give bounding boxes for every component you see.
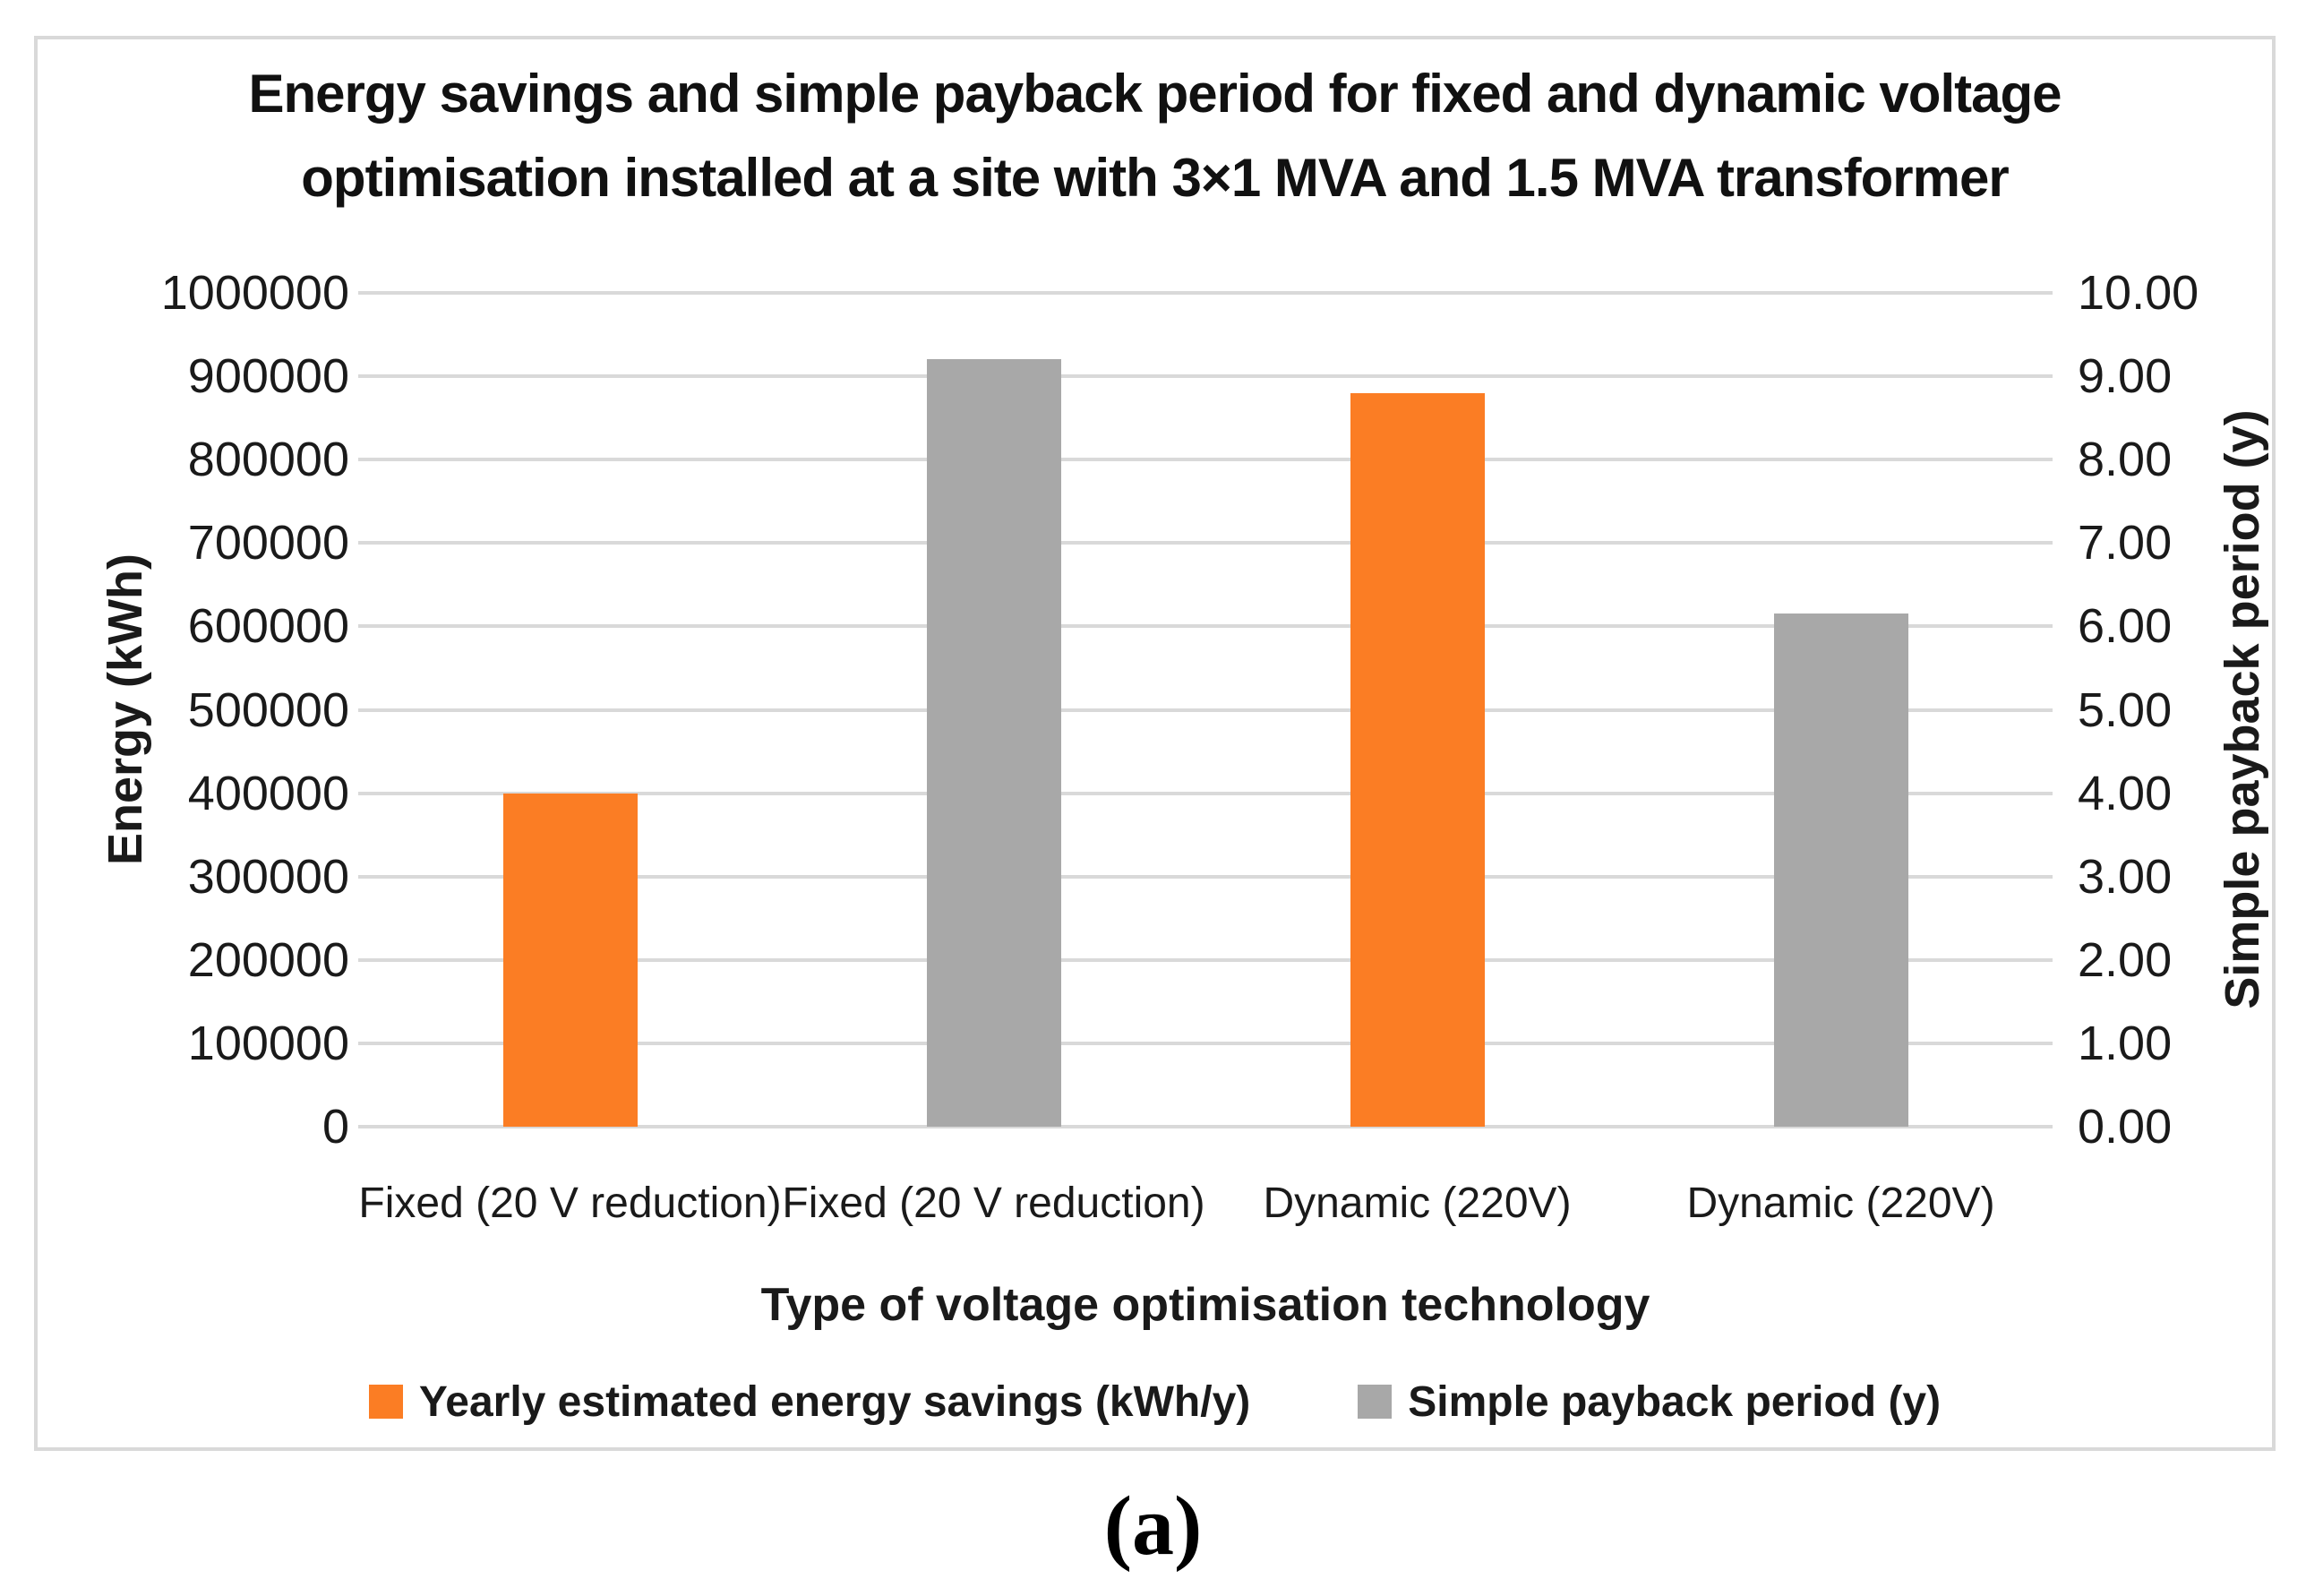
bar-payback-2	[926, 359, 1061, 1127]
legend-item-payback-period: Simple payback period (y)	[1358, 1377, 1941, 1427]
gridline	[358, 458, 2053, 462]
left-axis-tick-label: 100000	[187, 1016, 349, 1070]
right-axis-tick-label: 0.00	[2078, 1100, 2173, 1154]
left-axis-tick-label: 300000	[187, 849, 349, 904]
gridline	[358, 541, 2053, 545]
left-axis-tick-label: 800000	[187, 433, 349, 487]
right-axis-tick-label: 1.00	[2078, 1016, 2173, 1070]
gridline	[358, 1125, 2053, 1128]
left-axis-tick-labels: 1000000 900000 800000 700000 600000 500000 400…	[64, 269, 349, 1151]
x-axis-category-label: Fixed (20 V reduction)	[358, 1180, 782, 1227]
gridline	[358, 791, 2053, 795]
bar-payback-4	[1773, 614, 1908, 1127]
bar-energy-3	[1350, 392, 1485, 1127]
legend-item-energy-savings: Yearly estimated energy savings (kWh/y)	[368, 1377, 1251, 1427]
left-axis-tick-label: 600000	[187, 599, 349, 654]
legend-swatch-icon	[368, 1385, 403, 1419]
chart-title: Energy savings and simple payback period…	[38, 52, 2272, 220]
left-axis-tick-label: 1000000	[160, 266, 349, 320]
right-axis-tick-label: 9.00	[2078, 349, 2173, 404]
gridline	[358, 374, 2053, 379]
left-axis-tick-label: 400000	[187, 766, 349, 820]
plot-area	[358, 291, 2053, 1128]
right-axis-tick-label: 7.00	[2078, 516, 2173, 571]
legend-swatch-icon	[1358, 1385, 1393, 1419]
left-axis-tick-label: 500000	[187, 682, 349, 737]
right-axis-tick-label: 6.00	[2078, 599, 2173, 654]
right-axis-tick-label: 8.00	[2078, 433, 2173, 487]
legend: Yearly estimated energy savings (kWh/y) S…	[38, 1377, 2272, 1427]
right-axis-tick-label: 10.00	[2078, 266, 2199, 320]
left-axis-tick-label: 0	[321, 1100, 349, 1154]
gridline	[358, 874, 2053, 879]
gridline	[358, 708, 2053, 712]
right-axis-tick-label: 3.00	[2078, 849, 2173, 904]
gridline	[358, 957, 2053, 962]
left-axis-tick-label: 700000	[187, 516, 349, 571]
x-axis-title: Type of voltage optimisation technology	[760, 1279, 1650, 1331]
right-axis-tick-label: 2.00	[2078, 932, 2173, 987]
figure-caption: (a)	[1103, 1480, 1203, 1573]
chart-title-line1: Energy savings and simple payback period…	[248, 64, 2062, 124]
legend-label: Yearly estimated energy savings (kWh/y)	[418, 1377, 1251, 1426]
gridline	[358, 1041, 2053, 1045]
bar-energy-1	[502, 793, 638, 1127]
x-axis-category-label: Dynamic (220V)	[1263, 1180, 1572, 1227]
chart-title-line2: optimisation installed at a site with 3×…	[301, 148, 2009, 208]
legend-label: Simple payback period (y)	[1408, 1377, 1942, 1426]
x-axis-category-label: Fixed (20 V reduction)	[782, 1180, 1205, 1227]
left-axis-tick-label: 900000	[187, 349, 349, 404]
chart-frame: Energy savings and simple payback period…	[34, 36, 2276, 1451]
x-axis-category-label: Dynamic (220V)	[1686, 1180, 1995, 1227]
right-axis-tick-label: 5.00	[2078, 682, 2173, 737]
gridline	[358, 291, 2053, 295]
right-axis-tick-label: 4.00	[2078, 766, 2173, 820]
x-axis-category-labels: Fixed (20 V reduction) Fixed (20 V reduct…	[358, 1179, 2053, 1229]
gridline	[358, 624, 2053, 629]
right-axis-tick-labels: 10.00 9.00 8.00 7.00 6.00 5.00 4.00 3.00 2.00 1.0…	[2078, 269, 2293, 1151]
left-axis-tick-label: 200000	[187, 932, 349, 987]
